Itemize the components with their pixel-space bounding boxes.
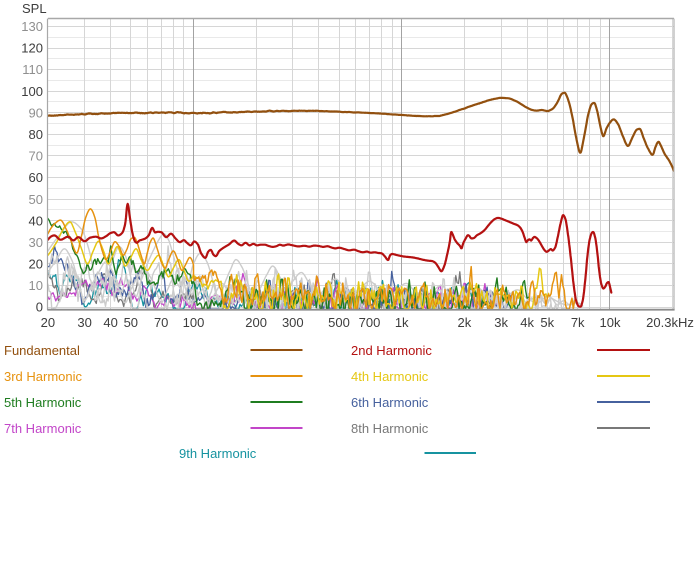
svg-text:10: 10 xyxy=(29,278,43,293)
svg-text:1k: 1k xyxy=(395,315,409,330)
svg-text:300: 300 xyxy=(282,315,304,330)
svg-text:3k: 3k xyxy=(494,315,508,330)
svg-text:20.3kHz: 20.3kHz xyxy=(646,315,694,330)
svg-text:500: 500 xyxy=(328,315,350,330)
svg-text:120: 120 xyxy=(21,41,43,56)
svg-text:5th Harmonic: 5th Harmonic xyxy=(4,395,82,410)
svg-text:50: 50 xyxy=(29,192,43,207)
svg-text:70: 70 xyxy=(29,149,43,164)
svg-text:40: 40 xyxy=(29,213,43,228)
svg-text:60: 60 xyxy=(29,170,43,185)
svg-text:100: 100 xyxy=(21,84,43,99)
svg-text:10k: 10k xyxy=(600,315,621,330)
svg-text:80: 80 xyxy=(29,127,43,142)
svg-text:700: 700 xyxy=(359,315,381,330)
svg-text:5k: 5k xyxy=(540,315,554,330)
svg-text:2nd Harmonic: 2nd Harmonic xyxy=(351,343,432,358)
svg-text:SPL: SPL xyxy=(22,1,47,16)
svg-text:30: 30 xyxy=(77,315,91,330)
svg-text:8th Harmonic: 8th Harmonic xyxy=(351,421,429,436)
svg-text:20: 20 xyxy=(29,257,43,272)
svg-text:4k: 4k xyxy=(520,315,534,330)
svg-text:4th Harmonic: 4th Harmonic xyxy=(351,369,429,384)
svg-text:3rd Harmonic: 3rd Harmonic xyxy=(4,369,83,384)
svg-text:40: 40 xyxy=(103,315,117,330)
svg-text:110: 110 xyxy=(22,62,43,77)
svg-text:7k: 7k xyxy=(571,315,585,330)
svg-text:30: 30 xyxy=(29,235,43,250)
svg-text:130: 130 xyxy=(21,19,43,34)
svg-text:70: 70 xyxy=(154,315,168,330)
svg-text:2k: 2k xyxy=(458,315,472,330)
svg-text:50: 50 xyxy=(124,315,138,330)
svg-text:9th Harmonic: 9th Harmonic xyxy=(179,446,257,461)
svg-text:90: 90 xyxy=(29,105,43,120)
svg-text:100: 100 xyxy=(183,315,205,330)
svg-text:0: 0 xyxy=(36,300,43,315)
svg-text:200: 200 xyxy=(245,315,267,330)
svg-text:Fundamental: Fundamental xyxy=(4,343,80,358)
svg-text:6th Harmonic: 6th Harmonic xyxy=(351,395,429,410)
svg-text:7th Harmonic: 7th Harmonic xyxy=(4,421,82,436)
svg-text:20: 20 xyxy=(41,315,55,330)
